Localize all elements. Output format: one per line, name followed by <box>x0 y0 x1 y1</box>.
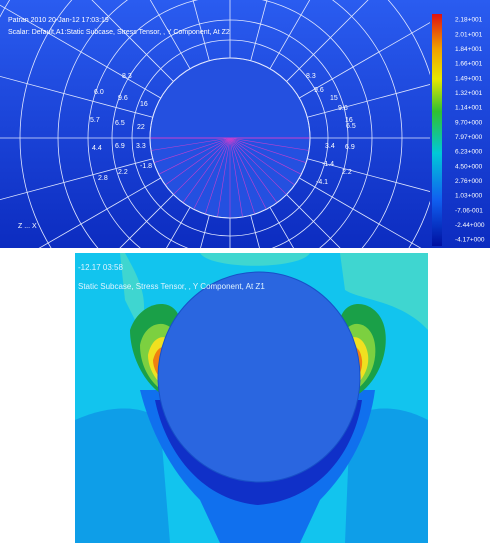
mesh-label: 15 <box>330 95 338 102</box>
subheader: Scalar: Default,A1:Static Subcase, Stres… <box>8 29 230 36</box>
legend-label: 7.97+000 <box>455 134 483 141</box>
legend-label: 1.14+001 <box>455 105 483 112</box>
mesh-label: 6.9 <box>345 144 355 151</box>
hole-region <box>158 272 360 482</box>
legend-label: 4.50+000 <box>455 163 483 170</box>
mesh-label: 9.6 <box>338 105 348 112</box>
mesh-label: 22 <box>137 124 145 131</box>
legend-label: -7.06-001 <box>455 207 483 214</box>
mesh-label: 6.5 <box>115 120 125 127</box>
mesh-label: 9.6 <box>118 95 128 102</box>
legend-label: 1.03+000 <box>455 193 483 200</box>
mesh-label: 5.7 <box>90 117 100 124</box>
legend-label: 1.66+001 <box>455 61 483 68</box>
mesh-label: -1.4 <box>322 161 334 168</box>
mesh-label: 2.8 <box>98 175 108 182</box>
mesh-label: 6.5 <box>346 123 356 130</box>
mesh-label: 2.2 <box>342 169 352 176</box>
subheader: Static Subcase, Stress Tensor, , Y Compo… <box>78 282 265 291</box>
legend-bar <box>432 14 442 246</box>
mesh-label: 8.3 <box>306 73 316 80</box>
mesh-label: 9.6 <box>314 87 324 94</box>
mesh-label: 16 <box>140 101 148 108</box>
legend-label: 1.49+001 <box>455 75 483 82</box>
mesh-label: 2.2 <box>118 169 128 176</box>
header: Patran 2010 20-Jan-12 17:03:19 <box>8 17 109 24</box>
mesh-label: 6.9 <box>115 143 125 150</box>
mesh-label: 6.0 <box>94 89 104 96</box>
mesh-label: 3.4 <box>325 143 335 150</box>
bottom-panel: -12.17 03:58 Static Subcase, Stress Tens… <box>75 253 428 543</box>
axis-marker: Z ... X <box>18 223 37 230</box>
legend-label: 2.01+001 <box>455 31 483 38</box>
legend-label: 1.32+001 <box>455 90 483 97</box>
header: -12.17 03:58 <box>78 263 123 272</box>
mesh-label: 8.3 <box>122 73 132 80</box>
mesh-label: 4.4 <box>92 145 102 152</box>
legend-label: -4.17+000 <box>455 237 485 244</box>
legend-label: -2.44+000 <box>455 222 485 229</box>
mesh-label: 3.3 <box>136 143 146 150</box>
legend-label: 1.84+001 <box>455 46 483 53</box>
legend-label: 6.23+000 <box>455 149 483 156</box>
mesh-label: -1.8 <box>140 163 152 170</box>
mesh-label: -4.1 <box>316 179 328 186</box>
legend-label: 2.18+001 <box>455 17 483 24</box>
legend-label: 2.76+000 <box>455 178 483 185</box>
screenshot: Patran 2010 20-Jan-12 17:03:19 Scalar: D… <box>0 0 490 548</box>
legend-label: 9.70+000 <box>455 119 483 126</box>
